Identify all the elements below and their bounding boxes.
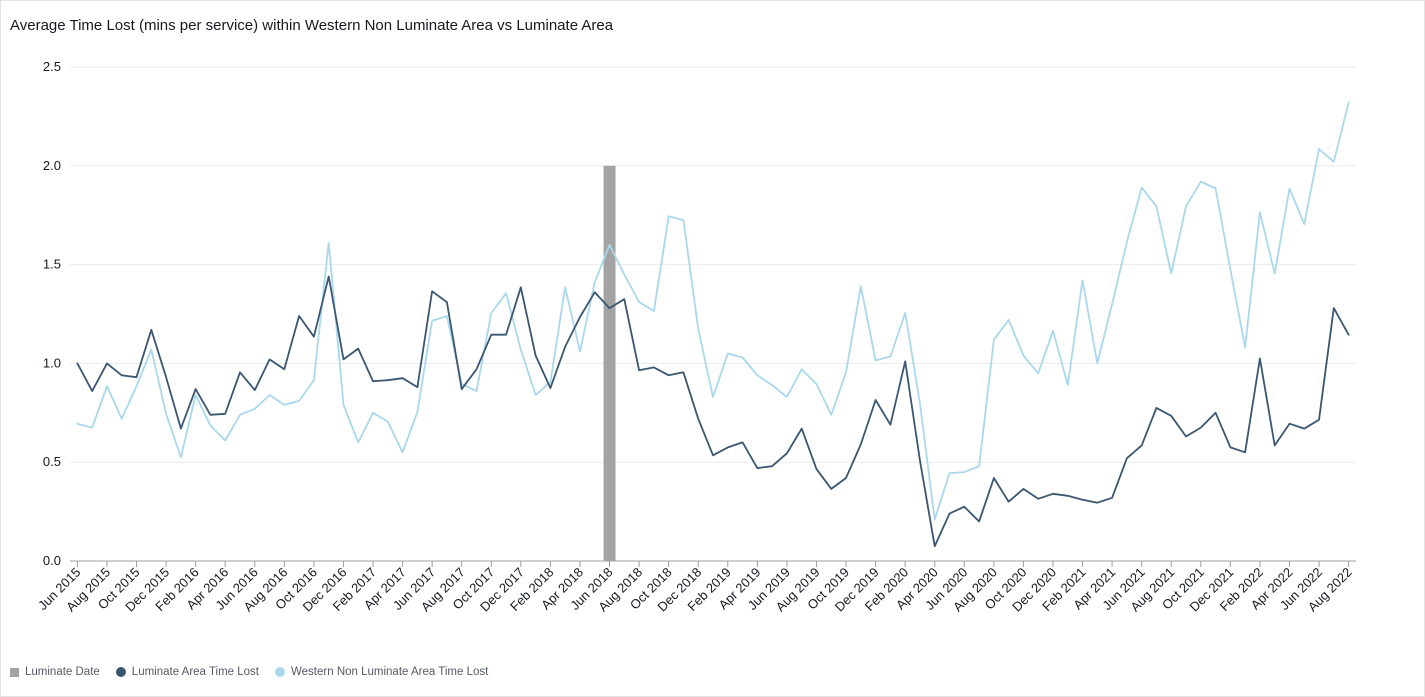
- legend-swatch-western-area: [275, 667, 286, 677]
- legend-label-luminate-area: Luminate Area Time Lost: [131, 666, 260, 678]
- y-tick-label: 1.0: [43, 355, 61, 370]
- legend-item-luminate-area[interactable]: Luminate Area Time Lost: [115, 666, 260, 678]
- y-tick-label: 0.0: [43, 553, 61, 568]
- legend-label-western-area: Western Non Luminate Area Time Lost: [291, 666, 489, 678]
- chart-legend: Luminate Date Luminate Area Time Lost We…: [10, 666, 488, 678]
- y-tick-label: 2.0: [43, 158, 61, 173]
- legend-label-luminate-date: Luminate Date: [25, 666, 100, 678]
- y-tick-label: 2.5: [43, 59, 61, 74]
- luminate-date-bar: [603, 165, 616, 562]
- legend-swatch-luminate-date: [10, 667, 19, 677]
- y-tick-label: 1.5: [43, 257, 61, 272]
- legend-swatch-luminate-area: [115, 667, 126, 677]
- series-line-western-area: [76, 101, 1350, 521]
- legend-item-luminate-date[interactable]: Luminate Date: [10, 666, 100, 678]
- legend-item-western-area[interactable]: Western Non Luminate Area Time Lost: [275, 666, 488, 678]
- chart-title: Average Time Lost (mins per service) wit…: [10, 17, 614, 34]
- series-line-luminate-area: [76, 275, 1350, 548]
- y-tick-label: 0.5: [43, 454, 61, 469]
